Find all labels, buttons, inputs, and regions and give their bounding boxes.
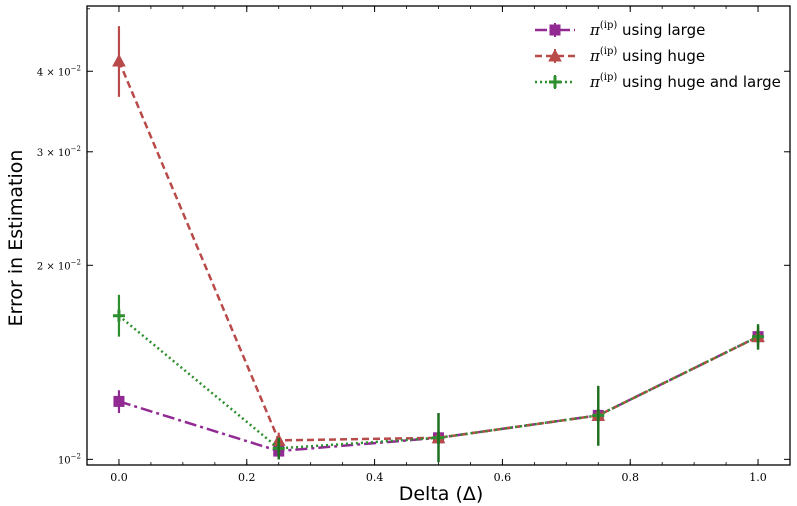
- x-axis: 0.0 0.2 0.4 0.6 0.8 1.0: [110, 6, 767, 484]
- legend-label: π(ip) using huge and large: [589, 72, 781, 91]
- y-tick-label: 10−2: [58, 452, 81, 466]
- legend-marker: [548, 48, 562, 62]
- legend-label: π(ip) using large: [589, 20, 705, 39]
- y-tick-label: 2 × 10−2: [37, 258, 81, 272]
- x-tick-label: 0.6: [494, 471, 512, 484]
- data-point: [112, 53, 126, 67]
- legend-marker: [549, 24, 561, 36]
- y-axis-label: Error in Estimation: [5, 150, 27, 327]
- legend-item-1: π(ip) using huge: [535, 46, 705, 65]
- data-point: [113, 395, 125, 407]
- x-tick-label: 0.4: [366, 471, 384, 484]
- x-tick-label: 0.2: [238, 471, 256, 484]
- x-axis-label: Delta (Δ): [399, 483, 484, 505]
- legend-item-0: π(ip) using large: [535, 20, 705, 39]
- legend: π(ip) using large π(ip) using huge π(ip) u…: [535, 20, 781, 91]
- y-tick-label: 3 × 10−2: [37, 145, 81, 159]
- y-tick-label: 4 × 10−2: [37, 64, 81, 78]
- overlay-errorbars: [277, 324, 760, 463]
- x-tick-label: 0.8: [621, 471, 639, 484]
- legend-marker: [549, 76, 561, 88]
- x-tick-label: 1.0: [749, 471, 767, 484]
- legend-item-2: π(ip) using huge and large: [535, 72, 781, 91]
- series-line: [117, 60, 759, 442]
- series-layer: [112, 26, 765, 463]
- data-point: [112, 309, 125, 322]
- y-axis: 10−2 2 × 10−2 3 × 10−2 4 × 10−2: [37, 8, 790, 466]
- legend-label: π(ip) using huge: [589, 46, 705, 65]
- x-tick-label: 0.0: [110, 471, 128, 484]
